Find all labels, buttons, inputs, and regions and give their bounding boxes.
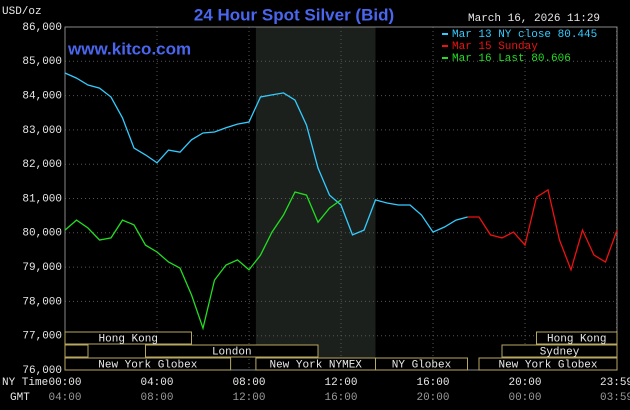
session-shade <box>255 27 376 370</box>
y-tick-label: 85,000 <box>22 56 62 68</box>
x2-tick-label: 20:00 <box>416 392 449 404</box>
y-tick-label: 84,000 <box>22 91 62 103</box>
session-label: New York NYMEX <box>269 359 362 371</box>
session-label: Hong Kong <box>547 333 606 345</box>
x-axis-label: NY Time <box>2 377 48 389</box>
x-tick-label: 04:00 <box>140 377 173 389</box>
session-label: London <box>212 346 252 358</box>
y-tick-label: 82,000 <box>22 159 62 171</box>
x2-axis-label: GMT <box>10 392 30 404</box>
legend-label: Mar 16 Last 80.606 <box>452 53 571 65</box>
session-bar <box>478 357 618 371</box>
timestamp: March 16, 2026 11:29 <box>468 13 600 25</box>
x-tick-label: 00:00 <box>48 377 81 389</box>
legend-label: Mar 15 Sunday <box>452 41 538 53</box>
y-tick-label: 81,000 <box>22 193 62 205</box>
y-tick-label: 78,000 <box>22 296 62 308</box>
session-bar <box>145 344 319 358</box>
session-bar <box>501 344 618 358</box>
y-axis-label: USD/oz <box>2 6 42 18</box>
x2-tick-label: 00:00 <box>508 392 541 404</box>
session-label: New York Globex <box>498 359 597 371</box>
x2-tick-label: 04:00 <box>48 392 81 404</box>
chart-title: 24 Hour Spot Silver (Bid) <box>194 5 394 24</box>
y-tick-label: 76,000 <box>22 365 62 377</box>
x2-tick-label: 03:59 <box>600 392 630 404</box>
x-tick-label: 16:00 <box>416 377 449 389</box>
x-tick-label: 23:59 <box>600 377 630 389</box>
session-label: Sydney <box>540 346 580 358</box>
x2-tick-label: 16:00 <box>324 392 357 404</box>
x-tick-label: 08:00 <box>232 377 265 389</box>
series-line <box>64 72 468 236</box>
session-label: Hong Kong <box>99 333 158 345</box>
y-tick-label: 79,000 <box>22 262 62 274</box>
y-tick-label: 77,000 <box>22 331 62 343</box>
x-tick-label: 20:00 <box>508 377 541 389</box>
y-tick-label: 83,000 <box>22 125 62 137</box>
x2-tick-label: 08:00 <box>140 392 173 404</box>
y-tick-label: 80,000 <box>22 228 62 240</box>
session-label: NY Globex <box>392 359 452 371</box>
y-tick-label: 86,000 <box>22 22 62 34</box>
series-line <box>64 191 342 331</box>
session-bar <box>536 331 618 345</box>
session-bar <box>64 331 192 345</box>
session-label: New York Globex <box>98 359 197 371</box>
watermark: www.kitco.com <box>67 39 191 58</box>
x2-tick-label: 12:00 <box>232 392 265 404</box>
x-tick-label: 12:00 <box>324 377 357 389</box>
series-line <box>467 188 618 272</box>
session-bar <box>64 344 89 358</box>
session-bar <box>375 357 468 371</box>
legend-label: Mar 13 NY close 80.445 <box>452 29 597 41</box>
session-bar <box>64 357 232 371</box>
